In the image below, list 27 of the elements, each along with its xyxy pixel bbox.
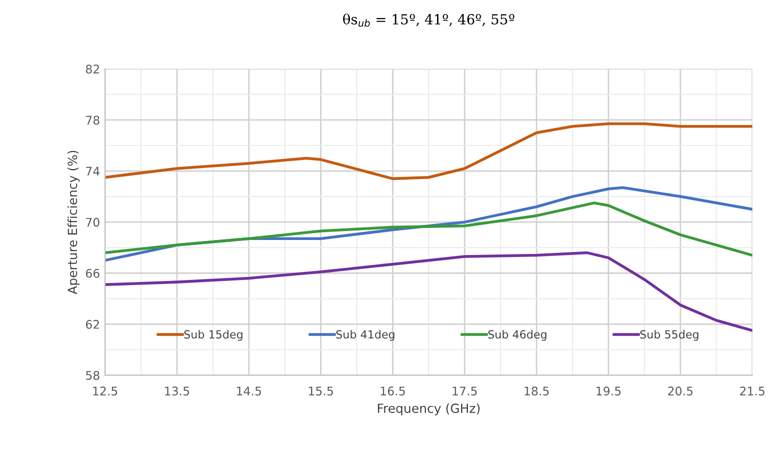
x-tick-label: 16.5 — [380, 386, 405, 396]
line-series — [105, 251, 752, 332]
y-tick-label: 82 — [86, 64, 99, 74]
y-tick-label: 62 — [86, 320, 99, 329]
x-tick-label: 21.5 — [740, 386, 764, 396]
legend-label: Sub 55deg — [640, 330, 698, 341]
y-tick-label: 58 — [86, 370, 100, 380]
y-tick-label: 74 — [86, 166, 100, 176]
legend-label: Sub 41deg — [336, 330, 394, 341]
chart-title: θs$_{ub}$ = 15º, 41º, 46º, 55º — [343, 14, 514, 27]
x-tick-label: 15.5 — [308, 386, 333, 396]
x-tick-label: 19.5 — [596, 386, 621, 396]
y-tick-label: 78 — [86, 116, 100, 125]
y-tick-label: 70 — [86, 218, 100, 227]
x-tick-label: 14.5 — [237, 386, 261, 396]
x-tick-label: 20.5 — [668, 386, 693, 396]
legend-label: Sub 46deg — [488, 330, 546, 341]
line-series — [105, 202, 752, 257]
y-tick-label: 66 — [86, 268, 100, 278]
x-tick-label: 13.5 — [165, 386, 190, 396]
legend-label: Sub 15deg — [184, 330, 242, 341]
line-series — [105, 122, 752, 180]
x-axis-title: Frequency (GHz) — [378, 403, 480, 416]
y-axis-title: Aperture Efficiency (%) — [67, 150, 80, 294]
x-tick-label: 12.5 — [93, 386, 118, 396]
x-tick-label: 17.5 — [452, 386, 477, 396]
x-tick-label: 18.5 — [524, 386, 549, 396]
